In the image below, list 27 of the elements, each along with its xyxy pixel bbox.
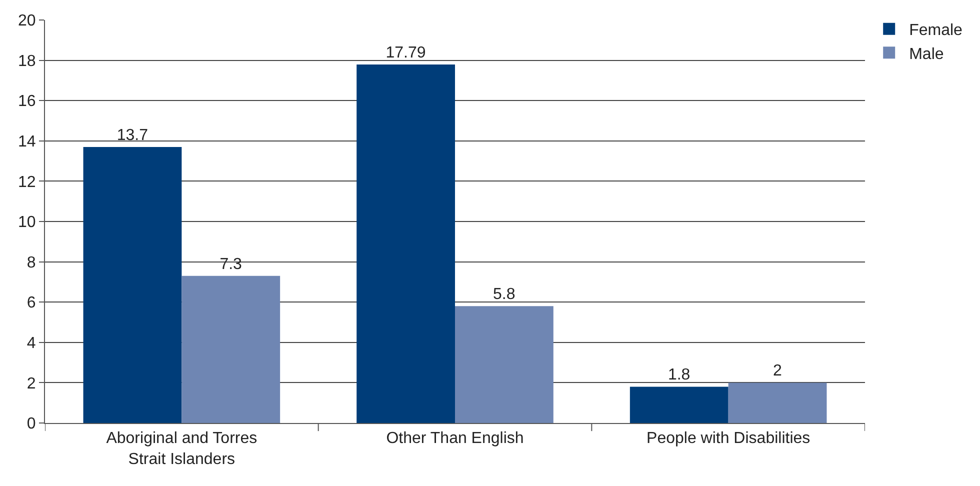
data-label: 5.8 — [493, 286, 516, 304]
x-tick-label: Aboriginal and Torres Strait Islanders — [106, 430, 258, 468]
y-tick-label: 12 — [18, 174, 36, 191]
x-tick-label: People with Disabilities — [646, 430, 810, 448]
data-label: 1.8 — [668, 366, 690, 384]
legend-label: Female — [909, 22, 963, 40]
bar — [182, 276, 280, 423]
bar — [728, 382, 827, 423]
y-tick-label: 14 — [18, 134, 36, 150]
bar — [83, 146, 182, 423]
bar — [455, 306, 554, 423]
x-tick-label: Other Than English — [386, 430, 524, 448]
y-tick-label: 8 — [26, 254, 36, 272]
y-tick-label: 18 — [18, 52, 36, 70]
y-tick-label: 20 — [18, 12, 36, 30]
data-label: 13.7 — [116, 126, 148, 144]
y-tick-label: 10 — [18, 214, 36, 232]
y-tick-label: 2 — [26, 375, 36, 392]
bar — [630, 386, 728, 423]
y-tick-label: 6 — [26, 294, 36, 312]
y-tick-label: 16 — [18, 93, 36, 110]
legend-label: Male — [909, 46, 944, 63]
bar — [356, 64, 455, 423]
data-label: 17.79 — [386, 44, 426, 62]
data-label: 2 — [773, 362, 782, 380]
y-tick-label: 0 — [26, 416, 36, 433]
y-tick-label: 4 — [26, 335, 36, 352]
